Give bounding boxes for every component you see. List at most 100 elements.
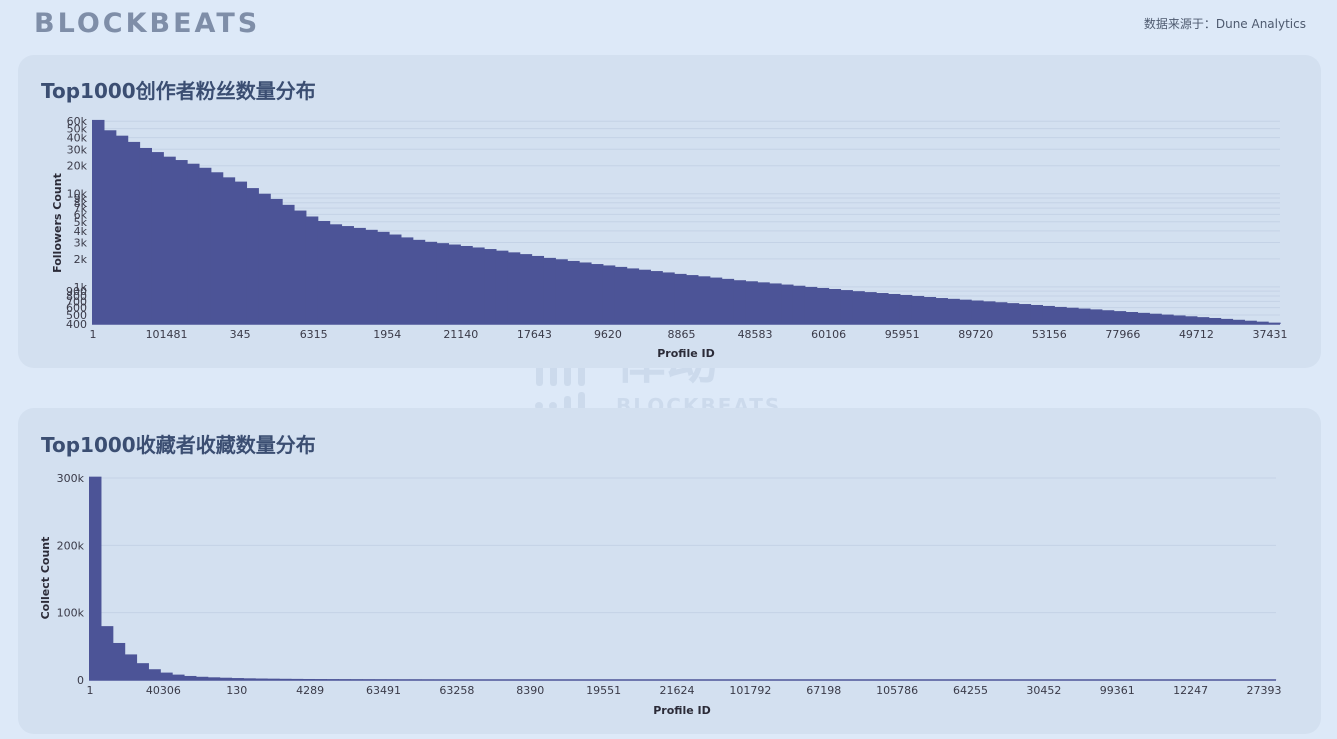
followers-x-tick-label: 345 bbox=[230, 328, 251, 341]
followers-y-tick-label: 40k bbox=[67, 132, 88, 145]
followers-x-tick-label: 9620 bbox=[594, 328, 622, 341]
followers-x-tick-label: 21140 bbox=[443, 328, 478, 341]
followers-x-tick-label: 37431 bbox=[1253, 328, 1288, 341]
collect-x-tick-label: 63491 bbox=[366, 684, 401, 697]
followers-bar bbox=[1220, 318, 1234, 324]
collect-bar bbox=[195, 676, 209, 680]
collect-x-tick-label: 99361 bbox=[1100, 684, 1135, 697]
followers-y-tick-label: 5k bbox=[74, 216, 88, 229]
followers-bar bbox=[389, 234, 402, 324]
followers-bar bbox=[579, 262, 592, 324]
followers-bar bbox=[151, 152, 164, 324]
followers-bar bbox=[911, 295, 925, 324]
followers-y-tick-label: 500 bbox=[66, 309, 87, 322]
collect-x-tick-label: 30452 bbox=[1026, 684, 1061, 697]
followers-bar bbox=[543, 257, 556, 324]
followers-bar bbox=[662, 272, 675, 324]
followers-bar bbox=[163, 156, 176, 324]
followers-bar bbox=[472, 247, 485, 324]
followers-bar bbox=[852, 291, 865, 324]
followers-x-tick-label: 89720 bbox=[958, 328, 993, 341]
followers-bar bbox=[448, 244, 461, 324]
collect-x-axis-label: Profile ID bbox=[653, 704, 710, 717]
collect-x-tick-label: 21624 bbox=[660, 684, 695, 697]
collect-bar bbox=[231, 678, 244, 680]
collect-bar bbox=[183, 675, 197, 680]
followers-x-tick-label: 77966 bbox=[1105, 328, 1140, 341]
collect-bar bbox=[100, 626, 114, 680]
followers-bar bbox=[757, 282, 770, 324]
followers-x-tick-label: 49712 bbox=[1179, 328, 1214, 341]
followers-bar bbox=[127, 141, 141, 324]
followers-bar bbox=[436, 243, 449, 324]
followers-bar bbox=[1054, 306, 1067, 324]
followers-bar bbox=[139, 147, 152, 324]
followers-x-tick-label: 17643 bbox=[517, 328, 552, 341]
followers-bar bbox=[1078, 308, 1091, 324]
followers-bar bbox=[590, 264, 604, 324]
followers-bar bbox=[1042, 305, 1055, 324]
followers-bar bbox=[1196, 317, 1210, 324]
followers-y-tick-label: 2k bbox=[74, 253, 88, 266]
followers-bar bbox=[317, 220, 331, 324]
followers-bar bbox=[1137, 312, 1150, 324]
followers-x-tick-label: 1954 bbox=[373, 328, 401, 341]
followers-bar bbox=[412, 239, 426, 324]
followers-bar bbox=[258, 193, 271, 324]
collect-x-tick-label: 19551 bbox=[586, 684, 621, 697]
followers-bar bbox=[626, 268, 640, 324]
followers-bar bbox=[923, 296, 937, 324]
followers-x-tick-label: 6315 bbox=[300, 328, 328, 341]
blockbeats-logo: BLOCKBEATS bbox=[34, 8, 261, 39]
followers-bar bbox=[555, 259, 568, 324]
followers-bar bbox=[270, 198, 283, 324]
followers-bar bbox=[1030, 304, 1043, 324]
followers-bar bbox=[222, 177, 236, 324]
followers-bar bbox=[531, 255, 545, 324]
followers-bar bbox=[971, 300, 984, 324]
followers-bar bbox=[983, 301, 996, 324]
followers-bar bbox=[329, 224, 343, 324]
followers-bar bbox=[175, 160, 188, 324]
followers-bar bbox=[1101, 310, 1115, 324]
followers-chart-panel: Top1000创作者粉丝数量分布 400 500 600 700 800 900 1k 2k 3… bbox=[18, 55, 1321, 368]
followers-bar bbox=[650, 271, 663, 324]
followers-x-tick-label: 101481 bbox=[146, 328, 188, 341]
followers-bar bbox=[686, 275, 699, 324]
followers-bar bbox=[816, 287, 830, 324]
followers-bar bbox=[1232, 319, 1245, 324]
followers-y-tick-label: 20k bbox=[67, 160, 88, 173]
followers-bar bbox=[484, 249, 497, 324]
followers-bar bbox=[745, 281, 758, 324]
followers-y-tick-label: 700 bbox=[66, 295, 87, 308]
collect-y-tick-label: 200k bbox=[57, 539, 85, 552]
collect-bar bbox=[172, 674, 185, 680]
followers-bar bbox=[733, 280, 746, 324]
collect-x-tick-label: 101792 bbox=[729, 684, 771, 697]
followers-bar bbox=[1161, 314, 1174, 324]
followers-bar bbox=[1089, 309, 1103, 324]
followers-bar bbox=[234, 181, 248, 324]
followers-bar bbox=[792, 285, 806, 324]
followers-bar bbox=[721, 278, 735, 324]
followers-bar bbox=[460, 245, 473, 324]
collect-x-tick-label: 105786 bbox=[876, 684, 918, 697]
collect-y-axis-label: Collect Count bbox=[39, 537, 52, 620]
followers-bar bbox=[614, 266, 628, 324]
collect-bar bbox=[219, 677, 233, 680]
collect-chart-title: Top1000收藏者收藏数量分布 bbox=[41, 433, 316, 457]
collect-x-tick-label: 8390 bbox=[516, 684, 544, 697]
followers-bar bbox=[994, 302, 1008, 324]
followers-y-tick-label: 8k bbox=[74, 197, 88, 210]
collect-bar bbox=[124, 654, 138, 680]
followers-y-tick-label: 6k bbox=[74, 208, 88, 221]
followers-bar bbox=[187, 163, 200, 324]
followers-bar bbox=[1256, 321, 1269, 324]
collect-bar bbox=[148, 669, 161, 680]
collect-x-tick-label: 12247 bbox=[1173, 684, 1208, 697]
followers-bar bbox=[1149, 313, 1162, 324]
followers-x-tick-label: 60106 bbox=[811, 328, 846, 341]
collect-x-tick-label: 1 bbox=[87, 684, 94, 697]
followers-bar bbox=[198, 167, 212, 324]
